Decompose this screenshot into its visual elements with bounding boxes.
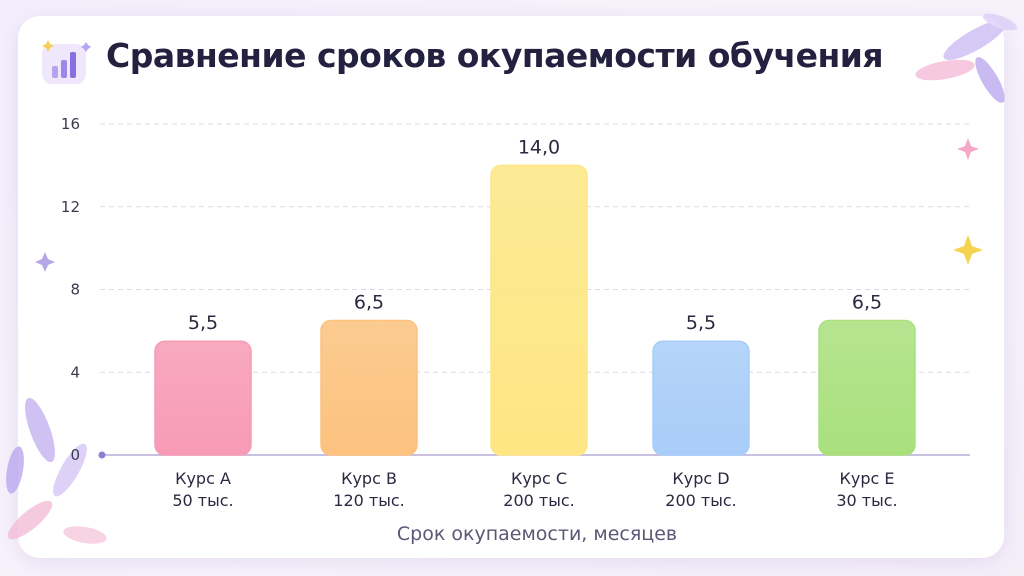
y-tick-label: 8 [70, 281, 80, 299]
x-tick-label: Курс А [175, 469, 231, 488]
x-tick-sublabel: 120 тыс. [333, 491, 404, 510]
bar [154, 340, 252, 456]
bar-value-label: 14,0 [518, 136, 560, 158]
x-tick-label: Курс E [840, 469, 895, 488]
bar-value-label: 6,5 [354, 292, 384, 314]
bar [490, 164, 588, 456]
axis-origin-dot [98, 451, 106, 459]
chart-title: Сравнение сроков окупаемости обучения [106, 36, 884, 75]
bar [652, 340, 750, 456]
x-tick-sublabel: 200 тыс. [665, 491, 736, 510]
x-tick-sublabel: 200 тыс. [503, 491, 574, 510]
y-tick-label: 4 [70, 363, 80, 381]
bar-chart-icon [42, 40, 91, 84]
x-tick-label: Курс C [511, 469, 567, 488]
bar-value-label: 6,5 [852, 292, 882, 314]
y-tick-label: 12 [61, 198, 80, 216]
bar [320, 319, 418, 456]
bar [818, 319, 916, 456]
x-tick-label: Курс B [341, 469, 397, 488]
x-tick-label: Курс D [672, 469, 729, 488]
y-tick-label: 16 [61, 115, 80, 133]
x-tick-sublabel: 30 тыс. [836, 491, 897, 510]
x-axis-label: Срок окупаемости, месяцев [397, 523, 677, 545]
x-tick-sublabel: 50 тыс. [172, 491, 233, 510]
bar-value-label: 5,5 [188, 312, 218, 334]
bar-value-label: 5,5 [686, 312, 716, 334]
y-tick-label: 0 [70, 446, 80, 464]
